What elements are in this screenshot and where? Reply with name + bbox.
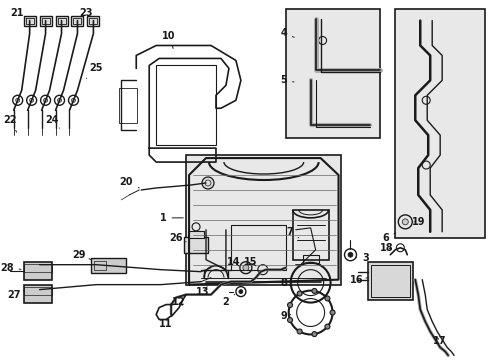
Text: 4: 4 — [280, 27, 294, 37]
Circle shape — [324, 296, 329, 301]
Text: 21: 21 — [10, 8, 27, 19]
Circle shape — [297, 291, 302, 296]
Bar — [58, 18, 65, 23]
Bar — [367, 262, 412, 300]
Text: 13: 13 — [196, 287, 209, 297]
Bar — [285, 9, 380, 138]
Text: 23: 23 — [80, 8, 93, 18]
Circle shape — [202, 177, 214, 189]
Text: 25: 25 — [86, 63, 103, 78]
Bar — [292, 210, 328, 260]
Circle shape — [347, 252, 352, 257]
Bar — [186, 155, 340, 285]
Text: 20: 20 — [119, 177, 139, 188]
Bar — [23, 285, 51, 302]
Circle shape — [243, 265, 248, 271]
Bar — [91, 258, 126, 273]
Bar — [119, 88, 137, 123]
Bar — [23, 262, 51, 280]
Text: 5: 5 — [280, 75, 293, 85]
Circle shape — [311, 288, 316, 293]
Bar — [25, 18, 34, 23]
Bar — [40, 15, 51, 26]
Circle shape — [402, 219, 407, 225]
Circle shape — [297, 329, 302, 334]
Text: 17: 17 — [432, 337, 446, 346]
Bar — [71, 15, 83, 26]
Bar — [41, 18, 49, 23]
Text: 9: 9 — [280, 311, 290, 320]
Circle shape — [43, 98, 47, 102]
Bar — [23, 15, 36, 26]
Text: 26: 26 — [169, 233, 186, 243]
Circle shape — [16, 98, 20, 102]
Bar — [56, 15, 67, 26]
Text: 7: 7 — [286, 227, 298, 238]
Bar — [94, 261, 106, 270]
Bar — [183, 237, 207, 253]
Bar — [230, 225, 285, 270]
Bar — [23, 287, 51, 294]
Text: 3: 3 — [355, 253, 368, 263]
Text: 24: 24 — [45, 115, 60, 128]
Bar — [87, 15, 99, 26]
Text: 27: 27 — [7, 289, 23, 300]
Bar — [371, 265, 409, 297]
Text: 1: 1 — [160, 213, 183, 223]
Text: 19: 19 — [411, 217, 424, 227]
Text: 11: 11 — [159, 315, 173, 329]
Text: 22: 22 — [3, 115, 17, 132]
Text: 10: 10 — [162, 31, 176, 49]
Circle shape — [30, 98, 34, 102]
Bar — [156, 66, 216, 145]
Bar — [23, 264, 51, 272]
Text: 12: 12 — [172, 297, 185, 307]
Text: 2: 2 — [222, 294, 234, 307]
Text: 29: 29 — [73, 250, 91, 260]
Text: 28: 28 — [0, 263, 21, 273]
Text: 14: 14 — [227, 257, 240, 267]
Circle shape — [329, 310, 334, 315]
Circle shape — [58, 98, 61, 102]
Circle shape — [324, 324, 329, 329]
Text: 15: 15 — [244, 257, 257, 267]
Bar — [89, 18, 97, 23]
Bar — [188, 231, 203, 238]
Circle shape — [287, 318, 292, 323]
Circle shape — [287, 302, 292, 307]
Text: 6: 6 — [381, 233, 395, 243]
Bar — [73, 18, 81, 23]
Bar — [394, 9, 484, 238]
Bar — [302, 255, 318, 263]
Text: 16: 16 — [349, 275, 367, 285]
Text: 8: 8 — [280, 278, 292, 288]
Text: 18: 18 — [379, 243, 392, 253]
Circle shape — [311, 332, 316, 337]
Circle shape — [239, 289, 243, 294]
Circle shape — [71, 98, 75, 102]
